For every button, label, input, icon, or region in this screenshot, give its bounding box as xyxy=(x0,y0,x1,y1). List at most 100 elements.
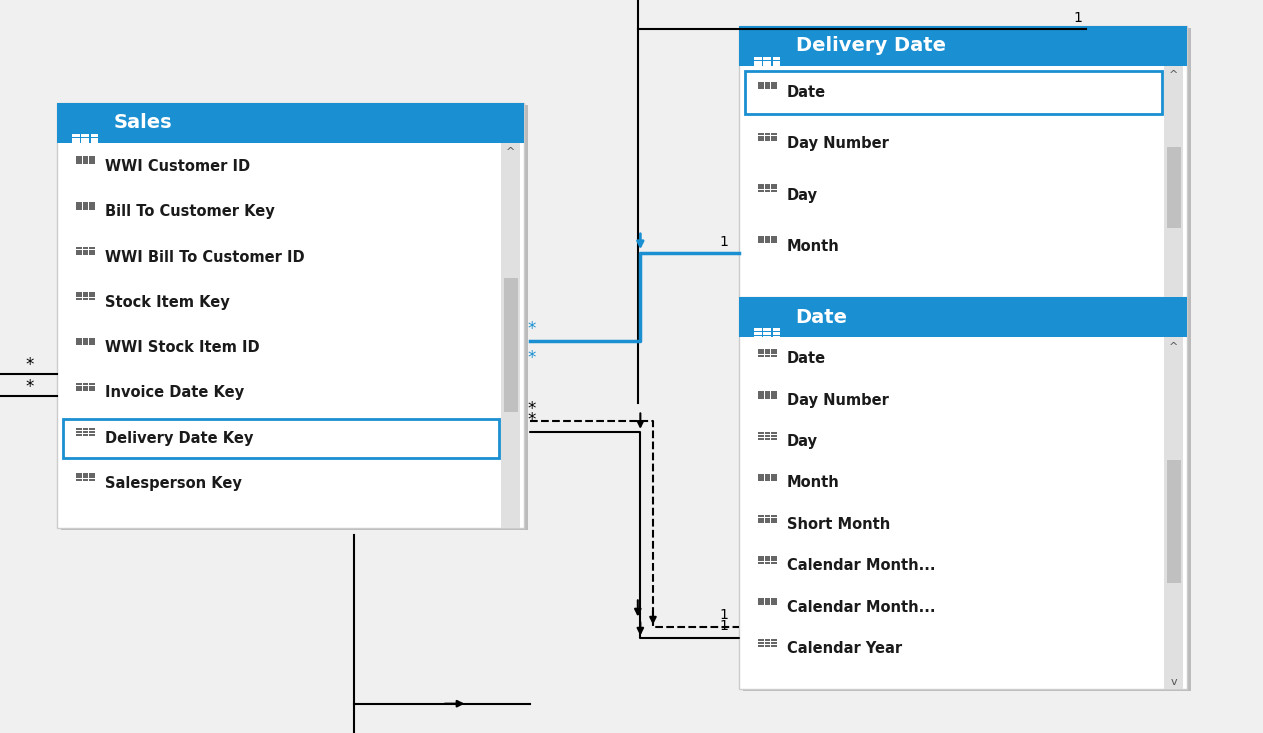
Bar xyxy=(82,205,88,207)
Bar xyxy=(772,397,777,399)
Bar xyxy=(758,391,764,393)
Bar xyxy=(772,603,777,605)
Bar xyxy=(72,141,80,144)
Bar xyxy=(758,84,764,86)
FancyBboxPatch shape xyxy=(739,297,1187,689)
Text: 1: 1 xyxy=(1074,11,1082,25)
Bar xyxy=(90,250,95,252)
Bar xyxy=(764,139,770,141)
Bar xyxy=(772,355,777,357)
Bar xyxy=(758,603,764,605)
Bar xyxy=(758,350,764,352)
Text: Calendar Month...: Calendar Month... xyxy=(787,600,936,614)
Bar xyxy=(758,235,764,238)
FancyBboxPatch shape xyxy=(739,26,1187,66)
Bar xyxy=(82,159,88,161)
Bar xyxy=(758,352,764,354)
Bar xyxy=(772,235,777,238)
Bar xyxy=(772,238,777,240)
Bar xyxy=(772,642,777,644)
Bar xyxy=(772,520,777,523)
Bar xyxy=(76,298,82,300)
Bar xyxy=(772,352,777,354)
Text: Date: Date xyxy=(787,85,826,100)
Bar xyxy=(82,162,88,164)
Bar xyxy=(754,336,762,339)
Text: v: v xyxy=(1171,677,1177,687)
Bar xyxy=(76,162,82,164)
Bar xyxy=(82,202,88,204)
Bar xyxy=(76,433,82,436)
Text: *: * xyxy=(528,400,537,418)
Bar xyxy=(501,143,520,528)
Bar xyxy=(772,136,777,138)
Bar xyxy=(758,87,764,89)
Text: Bill To Customer Key: Bill To Customer Key xyxy=(105,205,274,219)
Bar xyxy=(773,65,781,67)
Bar xyxy=(76,252,82,255)
Bar xyxy=(758,133,764,136)
Text: Date: Date xyxy=(796,308,847,326)
Bar xyxy=(90,479,95,481)
Bar xyxy=(82,433,88,436)
Bar xyxy=(76,343,82,345)
Bar xyxy=(758,355,764,357)
Bar xyxy=(758,136,764,138)
Text: Day Number: Day Number xyxy=(787,393,889,408)
Bar xyxy=(758,139,764,141)
Bar xyxy=(82,298,88,300)
Bar xyxy=(754,61,762,64)
Bar xyxy=(76,474,82,476)
Bar xyxy=(763,65,772,67)
Bar xyxy=(772,556,777,559)
Bar xyxy=(764,517,770,520)
Bar xyxy=(763,328,772,331)
Bar xyxy=(754,57,762,60)
Bar xyxy=(764,561,770,564)
Bar xyxy=(90,340,95,342)
Bar xyxy=(772,184,777,186)
Bar xyxy=(772,190,777,192)
Bar xyxy=(758,517,764,520)
Bar xyxy=(745,71,1162,114)
Bar xyxy=(764,235,770,238)
Bar xyxy=(90,292,95,295)
Bar xyxy=(764,350,770,352)
Bar xyxy=(90,252,95,255)
Bar xyxy=(764,644,770,647)
Bar xyxy=(90,202,95,204)
FancyBboxPatch shape xyxy=(57,103,524,528)
Bar xyxy=(758,474,764,476)
Bar xyxy=(82,479,88,481)
Bar xyxy=(764,435,770,437)
Text: Short Month: Short Month xyxy=(787,517,890,531)
Bar xyxy=(82,252,88,255)
Bar xyxy=(76,205,82,207)
Bar xyxy=(772,187,777,189)
Bar xyxy=(772,600,777,603)
FancyBboxPatch shape xyxy=(57,103,524,143)
Bar xyxy=(772,81,777,84)
Bar xyxy=(90,474,95,476)
FancyBboxPatch shape xyxy=(739,26,1187,297)
Bar xyxy=(763,57,772,60)
Bar xyxy=(772,559,777,561)
FancyBboxPatch shape xyxy=(61,105,528,530)
Bar xyxy=(764,432,770,435)
Bar xyxy=(76,431,82,433)
Bar xyxy=(754,328,762,331)
Text: Day Number: Day Number xyxy=(787,136,889,152)
Bar xyxy=(90,156,95,159)
Bar xyxy=(90,298,95,300)
Text: WWI Bill To Customer ID: WWI Bill To Customer ID xyxy=(105,249,304,265)
Bar xyxy=(91,134,99,137)
Text: *: * xyxy=(528,411,537,429)
Bar xyxy=(758,515,764,517)
Bar xyxy=(76,207,82,210)
Bar xyxy=(763,332,772,335)
Bar xyxy=(90,295,95,298)
Bar xyxy=(764,355,770,357)
Bar xyxy=(758,432,764,435)
Bar xyxy=(764,241,770,243)
Bar xyxy=(758,435,764,437)
